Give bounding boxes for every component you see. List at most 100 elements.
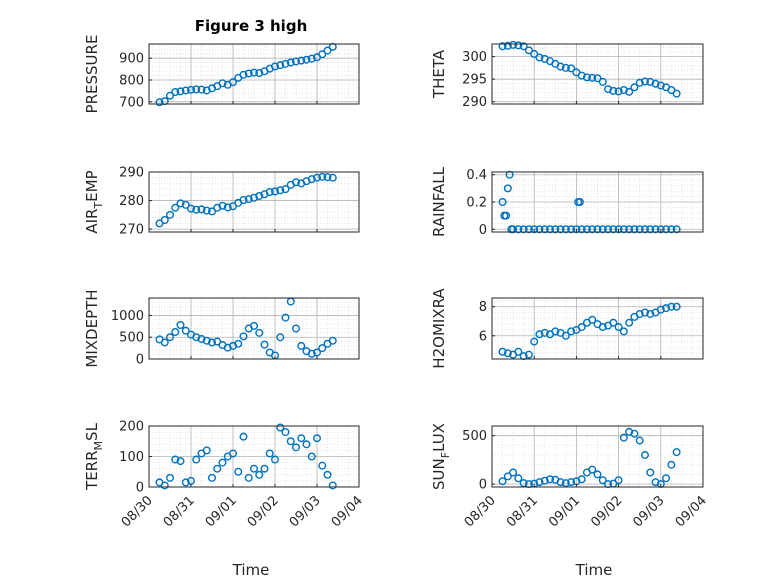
data-point xyxy=(207,338,216,347)
axes-frame xyxy=(491,297,704,360)
data-point xyxy=(176,457,185,466)
data-point xyxy=(271,62,280,71)
data-point xyxy=(535,478,544,487)
y-tick-label: 0 xyxy=(479,223,487,238)
data-point xyxy=(667,460,676,469)
data-point xyxy=(604,85,613,94)
data-point xyxy=(551,327,560,336)
y-tick-label: 500 xyxy=(119,331,144,346)
data-point xyxy=(255,191,264,200)
data-point xyxy=(582,225,591,234)
data-point xyxy=(540,328,549,337)
data-point xyxy=(276,333,285,342)
data-point xyxy=(239,70,248,79)
axes-frame xyxy=(148,297,360,360)
data-point xyxy=(160,215,169,224)
data-point xyxy=(505,170,514,179)
data-point xyxy=(514,347,523,356)
y-tick-label: 270 xyxy=(119,223,144,238)
data-point xyxy=(619,86,628,95)
data-point xyxy=(313,434,322,443)
y-axis-label: SUNFLUX xyxy=(430,423,452,490)
data-point xyxy=(171,327,180,336)
y-axis-label: RAINFALL xyxy=(430,166,448,237)
data-point xyxy=(192,85,201,94)
data-point xyxy=(667,302,676,311)
data-point xyxy=(228,449,237,458)
x-tick-label: 09/04 xyxy=(329,493,366,530)
data-point xyxy=(577,323,586,332)
data-point xyxy=(593,74,602,83)
y-tick-label: 295 xyxy=(462,73,487,88)
data-point xyxy=(509,225,518,234)
data-point xyxy=(276,186,285,195)
y-tick-label: 0.2 xyxy=(466,196,487,211)
subplot-1: 700 800 900 PRESSURE xyxy=(83,35,360,113)
data-point xyxy=(514,41,523,50)
data-point xyxy=(509,40,518,49)
data-point xyxy=(255,328,264,337)
data-point xyxy=(667,86,676,95)
data-point xyxy=(598,323,607,332)
data-point xyxy=(234,339,243,348)
data-point xyxy=(640,77,649,86)
data-point xyxy=(197,334,206,343)
data-point xyxy=(192,455,201,464)
data-point xyxy=(561,63,570,72)
data-point xyxy=(255,470,264,479)
data-point xyxy=(535,53,544,62)
data-point xyxy=(228,78,237,87)
data-point xyxy=(297,434,306,443)
y-tick-label: 0 xyxy=(136,481,144,496)
data-point xyxy=(271,187,280,196)
data-point xyxy=(656,305,665,314)
x-tick-label: 08/31 xyxy=(161,493,198,530)
data-point xyxy=(313,348,322,357)
data-point xyxy=(577,225,586,234)
x-tick-label: 09/04 xyxy=(673,493,710,530)
data-point xyxy=(588,225,597,234)
data-point xyxy=(223,343,232,352)
data-point xyxy=(318,50,327,59)
y-tick-label: 800 xyxy=(119,74,144,89)
data-point xyxy=(640,225,649,234)
x-tick-label: 08/30 xyxy=(119,493,156,530)
data-point xyxy=(535,225,544,234)
xlabel-left: Time xyxy=(232,561,270,579)
subplot-4: 0 0.2 0.4 RAINFALL xyxy=(430,166,704,238)
data-point xyxy=(318,172,327,181)
data-point xyxy=(593,470,602,479)
data-point xyxy=(292,443,301,452)
data-point xyxy=(646,77,655,86)
data-point xyxy=(640,308,649,317)
data-point xyxy=(202,446,211,455)
data-point xyxy=(207,473,216,482)
data-point xyxy=(625,225,634,234)
y-tick-label: 500 xyxy=(462,429,487,444)
x-tick-label: 09/01 xyxy=(203,493,240,530)
data-point xyxy=(318,461,327,470)
data-point xyxy=(514,474,523,483)
data-point xyxy=(530,225,539,234)
data-point xyxy=(218,458,227,467)
data-point xyxy=(630,225,639,234)
data-point xyxy=(635,309,644,318)
data-point xyxy=(672,448,681,457)
data-point xyxy=(192,333,201,342)
data-point xyxy=(281,185,290,194)
data-point xyxy=(286,437,295,446)
data-point xyxy=(249,193,258,202)
y-tick-label: 8 xyxy=(479,300,487,315)
data-point xyxy=(498,347,507,356)
data-point xyxy=(318,344,327,353)
data-point xyxy=(503,472,512,481)
data-point xyxy=(323,173,332,182)
y-tick-label: 0.4 xyxy=(466,168,487,183)
data-point xyxy=(662,225,671,234)
axes-frame xyxy=(148,43,360,105)
data-point xyxy=(556,62,565,71)
data-point xyxy=(323,470,332,479)
data-point xyxy=(672,89,681,98)
y-tick-label: 200 xyxy=(119,420,144,435)
